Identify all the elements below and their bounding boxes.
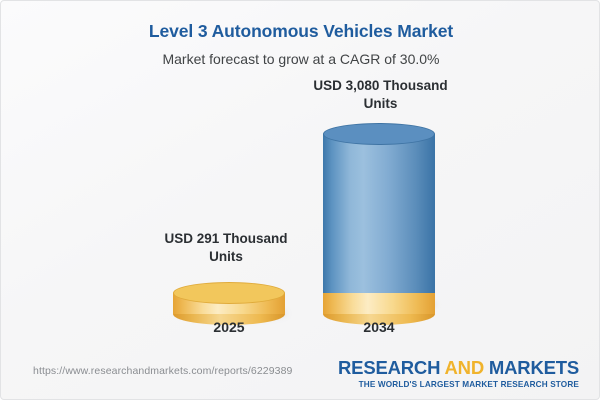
value-label-2025-line1: USD 291 Thousand <box>164 231 288 246</box>
bar-2025-cap <box>173 282 285 304</box>
value-label-2025: USD 291 Thousand Units <box>121 230 331 266</box>
bar-2034-cap <box>323 123 435 145</box>
category-label-2025: 2025 <box>213 319 245 335</box>
footer: https://www.researchandmarkets.com/repor… <box>1 347 599 399</box>
plot-area: USD 291 Thousand Units USD 3,080 Thousan… <box>1 1 599 346</box>
chart-title: Level 3 Autonomous Vehicles Market <box>148 21 454 41</box>
logo-wordmark: RESEARCH AND MARKETS <box>338 357 579 379</box>
logo-tagline: THE WORLD'S LARGEST MARKET RESEARCH STOR… <box>358 380 579 389</box>
value-label-2034-line2: Units <box>363 96 398 111</box>
value-label-2034: USD 3,080 Thousand Units <box>273 77 488 113</box>
value-label-2025-line2: Units <box>209 249 243 264</box>
logo-word-and: AND <box>444 357 489 378</box>
source-url[interactable]: https://www.researchandmarkets.com/repor… <box>33 365 293 377</box>
research-and-markets-logo: RESEARCH AND MARKETS THE WORLD'S LARGEST… <box>338 357 579 389</box>
category-label-2034: 2034 <box>363 319 395 335</box>
logo-word-research: RESEARCH <box>338 357 445 378</box>
bar-2034-body <box>323 134 435 305</box>
value-label-2034-line1: USD 3,080 Thousand <box>313 78 448 93</box>
bar-2034 <box>323 123 435 325</box>
logo-word-markets: MARKETS <box>488 357 579 378</box>
bar-2034-base-band <box>323 293 435 314</box>
bar-2025 <box>173 282 285 325</box>
chart-subtitle: Market forecast to grow at a CAGR of 30.… <box>162 51 440 67</box>
